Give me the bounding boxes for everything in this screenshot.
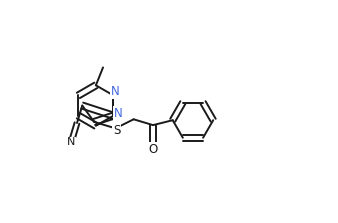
Text: O: O bbox=[149, 143, 158, 156]
Text: N: N bbox=[111, 85, 120, 98]
Text: N: N bbox=[67, 137, 75, 147]
Text: S: S bbox=[113, 124, 120, 138]
Text: N: N bbox=[114, 107, 123, 120]
